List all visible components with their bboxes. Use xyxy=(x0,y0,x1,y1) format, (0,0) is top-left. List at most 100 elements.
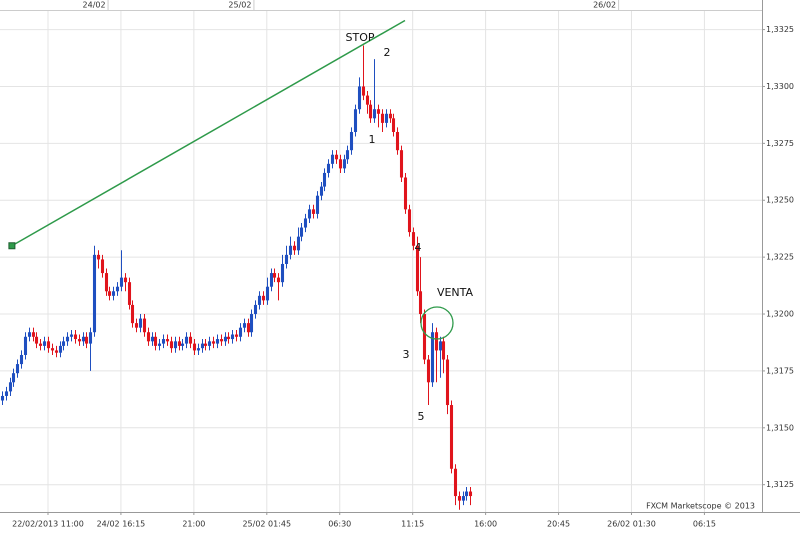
candle-body xyxy=(157,343,162,346)
candle-body xyxy=(215,339,220,344)
candle-body xyxy=(177,341,182,346)
candle-body xyxy=(107,291,112,296)
candle-body xyxy=(407,209,412,233)
candle-body xyxy=(92,254,97,333)
candle-body xyxy=(276,277,281,283)
candle-body xyxy=(257,295,262,305)
trend-anchor xyxy=(8,242,16,250)
y-tick-label: 1,3225 xyxy=(766,253,794,262)
candle-body xyxy=(130,304,135,324)
annotation: VENTA xyxy=(437,286,474,299)
candle-body xyxy=(307,209,312,219)
candle-body xyxy=(38,343,43,346)
candle-body xyxy=(342,159,347,169)
candle-body xyxy=(368,104,373,119)
candle-body xyxy=(311,209,316,214)
candle-body xyxy=(169,341,174,349)
candle-body xyxy=(395,131,400,151)
candle-body xyxy=(361,86,366,96)
candle-body xyxy=(330,154,335,164)
x-tick-label: 16:00 xyxy=(474,520,497,529)
candle-body xyxy=(426,359,431,383)
candle-body xyxy=(384,113,389,123)
trend-line xyxy=(11,19,406,247)
candle-body xyxy=(415,245,420,292)
candle-body xyxy=(0,395,5,401)
candle-body xyxy=(272,273,277,278)
candle-body xyxy=(464,491,469,497)
x-tick-label: 22/02/2013 11:00 xyxy=(12,520,84,529)
annotation: 3 xyxy=(403,348,410,361)
candle-body xyxy=(234,334,239,337)
candle-body xyxy=(42,341,47,346)
candle-body xyxy=(418,291,423,315)
candle-body xyxy=(88,332,93,344)
candle-body xyxy=(468,491,473,497)
candle-body xyxy=(23,336,28,355)
candle-body xyxy=(353,109,358,132)
candle-body xyxy=(69,334,74,337)
candle-body xyxy=(200,343,205,349)
candle-body xyxy=(253,304,258,315)
candle-body xyxy=(123,277,128,283)
candle-body xyxy=(357,86,362,110)
candle-body xyxy=(284,254,289,264)
candle-body xyxy=(4,391,9,396)
candle-body xyxy=(422,314,427,360)
candle-body xyxy=(8,382,13,392)
candle-body xyxy=(303,218,308,228)
y-tick-label: 1,3200 xyxy=(766,310,794,319)
y-tick-label: 1,3150 xyxy=(766,423,794,432)
x-tick-label: 11:15 xyxy=(401,520,424,529)
x-tick-label: 06:30 xyxy=(328,520,351,529)
candle-body xyxy=(50,348,55,351)
candle-body xyxy=(11,373,16,383)
candle-body xyxy=(73,334,78,340)
x-tick-label: 20:45 xyxy=(547,520,570,529)
candle-body xyxy=(265,286,270,301)
top-tick-label: 26/02 xyxy=(593,1,616,10)
candle-body xyxy=(338,159,343,169)
y-tick-label: 1,3300 xyxy=(766,82,794,91)
candle-body xyxy=(388,113,393,119)
candle-body xyxy=(334,154,339,160)
candle-body xyxy=(104,273,109,292)
candle-body xyxy=(84,336,89,344)
x-tick-label: 21:00 xyxy=(182,520,205,529)
candle-body xyxy=(461,496,466,501)
candle-body xyxy=(192,343,197,351)
top-tick-label: 25/02 xyxy=(228,1,251,10)
candle-body xyxy=(58,345,63,353)
candle-body xyxy=(223,336,228,342)
candle-body xyxy=(322,172,327,187)
top-tick-label: 24/02 xyxy=(83,1,106,10)
candle-body xyxy=(161,339,166,344)
candle-body xyxy=(226,336,231,340)
candle-body xyxy=(81,336,86,342)
candle-body xyxy=(326,163,331,173)
candle-body xyxy=(349,131,354,151)
candle-body xyxy=(299,227,304,237)
candle-body xyxy=(403,177,408,210)
candle-body xyxy=(173,341,178,349)
candle-body xyxy=(196,348,201,351)
candle-body xyxy=(153,336,158,346)
candle-body xyxy=(411,232,416,246)
annotation: STOP xyxy=(346,31,375,44)
candle-body xyxy=(165,339,170,342)
candle-body xyxy=(269,273,274,287)
y-tick-label: 1,3125 xyxy=(766,480,794,489)
candle-body xyxy=(203,343,208,346)
candle-body xyxy=(230,334,235,340)
candle-body xyxy=(238,327,243,337)
candle-body xyxy=(430,332,435,383)
candle-body xyxy=(391,118,396,132)
candle-body xyxy=(54,350,59,353)
candle-body xyxy=(138,318,143,328)
y-tick-label: 1,3275 xyxy=(766,139,794,148)
candle-body xyxy=(249,314,254,333)
candle-body xyxy=(399,150,404,178)
candle-body xyxy=(119,277,124,287)
